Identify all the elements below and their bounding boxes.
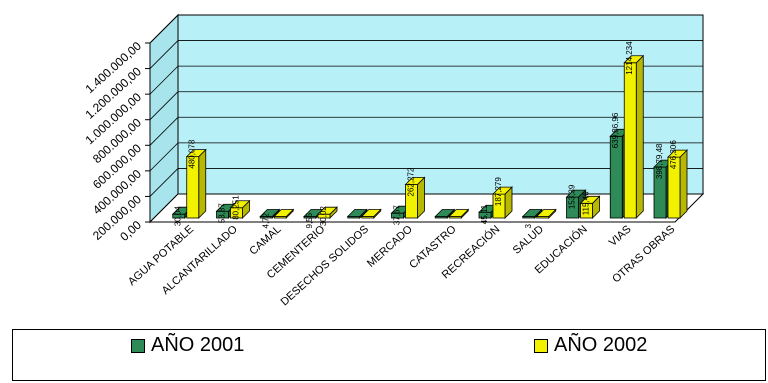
data-label: 3: [524, 224, 533, 229]
data-label: 480,078: [188, 139, 197, 168]
data-label: 80,251: [232, 195, 241, 220]
side-wall: [149, 13, 179, 224]
data-label: 45,11: [480, 204, 489, 224]
bar-2-4: [360, 208, 382, 219]
data-label: 1214,234: [625, 41, 634, 75]
bar-2-2: [273, 208, 295, 219]
x-tick-label: VIAS: [607, 223, 634, 249]
bar-2-10: [623, 54, 645, 219]
bar-2-3: [317, 206, 338, 219]
legend: AÑO 2001 AÑO 2002: [12, 329, 766, 381]
data-label: 30,04: [174, 206, 183, 227]
gridline: [149, 91, 179, 120]
data-label: 476,306: [669, 140, 678, 169]
gridline: [149, 65, 179, 95]
gridline: [149, 142, 179, 172]
bar-2-11: [667, 149, 688, 219]
bar-2-9: [579, 195, 601, 219]
x-tick-label: ALCANTARILLADO: [160, 223, 240, 297]
gridline: [149, 14, 179, 44]
legend-swatch-2001: [131, 338, 145, 353]
bar-2-0: [185, 148, 207, 219]
data-label: 153,39: [568, 184, 577, 209]
data-label: 262,272: [407, 167, 416, 196]
data-label: 37,67: [393, 205, 402, 226]
data-label: 53,87: [218, 203, 227, 224]
legend-label-2002: AÑO 2002: [554, 334, 648, 356]
x-tick-label: DESECHOS SOLIDOS: [279, 223, 372, 308]
bar-1-4: [346, 208, 368, 219]
data-label: 9,55: [305, 212, 314, 228]
bar-1-6: [434, 208, 456, 219]
bar-1-8: [521, 208, 543, 219]
bar-2-6: [448, 208, 470, 219]
bar-2-7: [492, 186, 513, 219]
bar-chart: 0,00200.000,00400.000,00600.000,00800.00…: [83, 13, 705, 309]
gridline: [149, 168, 179, 197]
bar-2-5: [404, 176, 426, 219]
data-label: 30,02: [319, 206, 328, 227]
data-label: 187,279: [494, 177, 503, 206]
data-label: 4,72: [261, 212, 270, 228]
bars: 30,04 480,078 53,87 80,251 4,72 9,55 30,02 37,6…: [171, 41, 688, 229]
gridline: [149, 40, 179, 69]
bar-1-2: [259, 208, 281, 219]
legend-item-2001: AÑO 2001: [131, 334, 244, 357]
bar-2-1: [229, 199, 251, 219]
bar-2-8: [535, 208, 557, 219]
data-label: 639,86,96: [611, 112, 620, 148]
legend-swatch-2002: [534, 338, 548, 353]
data-label: 398,79,48: [655, 143, 664, 179]
data-label: 115,46: [582, 191, 591, 215]
plot-area: [148, 13, 705, 224]
legend-item-2002: AÑO 2002: [534, 334, 647, 357]
legend-label-2001: AÑO 2001: [151, 334, 245, 356]
gridline: [149, 117, 179, 146]
y-axis: 0,00200.000,00400.000,00600.000,00800.00…: [83, 39, 150, 244]
